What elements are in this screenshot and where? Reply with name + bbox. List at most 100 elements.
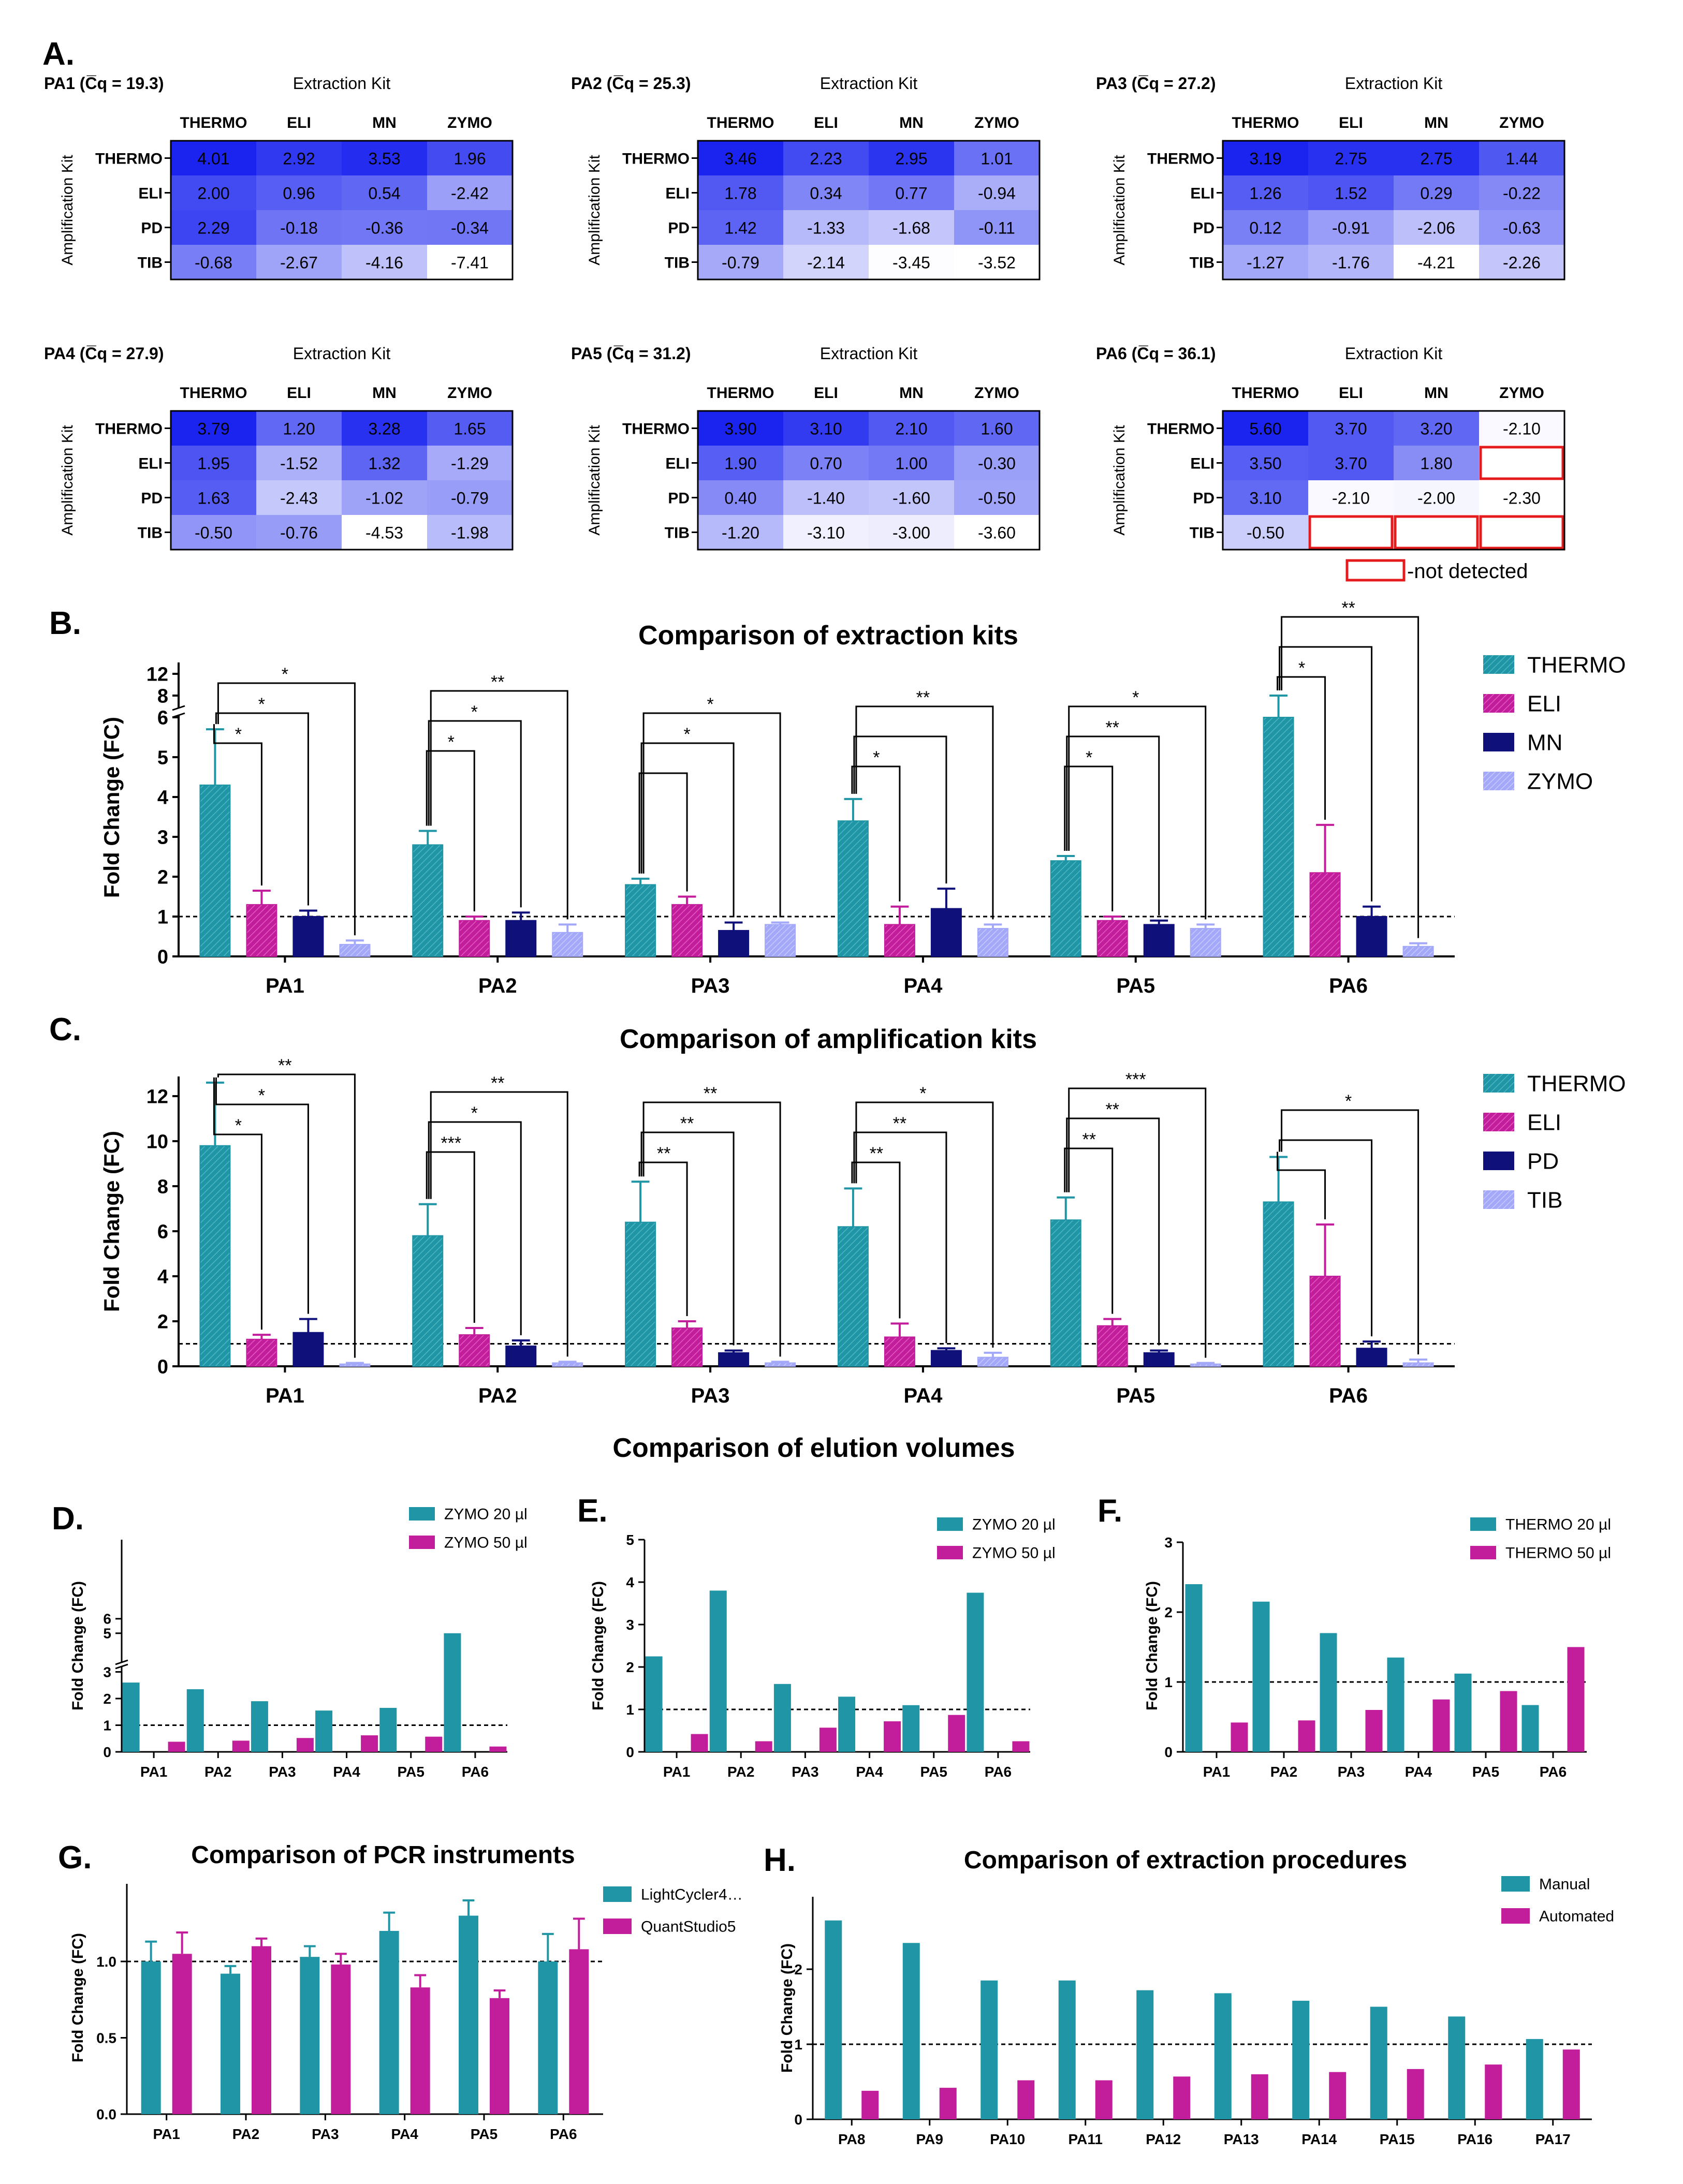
chart-amplification-kits: Comparison of amplification kits Fold Cha… <box>99 1024 1626 1407</box>
bar-mn-pa1 <box>292 916 324 957</box>
bar-thermo-pa4 <box>837 820 869 957</box>
heatmap-frame <box>1222 410 1565 551</box>
x-tick-label-pa4: PA4 <box>903 975 943 997</box>
cell-value: 3.70 <box>1335 420 1367 438</box>
legend-label-thermo: THERMO <box>1527 1071 1626 1096</box>
cell-value: 0.12 <box>1249 219 1281 238</box>
legend-swatch-eli <box>1483 1113 1514 1131</box>
row-label-eli: ELI <box>1190 455 1214 473</box>
bar-automated-pa14 <box>1329 2072 1347 2119</box>
cell-value: -2.30 <box>1503 489 1541 508</box>
cell-value: -2.43 <box>280 489 318 508</box>
cell-value: 2.92 <box>283 150 315 168</box>
bar-zymo-20-l-pa4 <box>838 1696 856 1752</box>
x-tick-label-pa2: PA2 <box>232 2126 259 2142</box>
significance-mark: * <box>707 695 713 714</box>
cell-value: -3.52 <box>978 254 1016 272</box>
legend-swatch-thermo-50-l <box>1470 1546 1496 1559</box>
x-tick-label-pa5: PA5 <box>1472 1764 1499 1780</box>
significance-bracket <box>1277 1152 1326 1219</box>
y-axis-label: Fold Change (FC) <box>69 1933 86 2062</box>
significance-bracket <box>213 724 262 886</box>
legend-swatch-zymo-50-l <box>937 1546 963 1559</box>
legend-swatch-manual <box>1501 1876 1530 1892</box>
y-tick-label: 3 <box>103 1664 111 1680</box>
heatmap-cell <box>427 480 513 515</box>
legend-swatch-zymo <box>1483 772 1514 790</box>
amplification-kit-label: Amplification Kit <box>1111 425 1128 536</box>
bar-tib-pa1 <box>339 1363 371 1367</box>
x-tick-label-pa3: PA3 <box>691 1384 730 1407</box>
x-tick-label-pa5: PA5 <box>471 2126 497 2142</box>
bar-automated-pa13 <box>1251 2074 1268 2119</box>
bar-eli-pa2 <box>459 920 490 957</box>
extraction-kit-label: Extraction Kit <box>820 74 918 93</box>
x-tick-label-pa2: PA2 <box>478 1384 517 1407</box>
heatmap-cell <box>1308 210 1394 245</box>
heatmap-cell <box>869 175 954 210</box>
y-tick-label: 6 <box>157 1221 168 1243</box>
column-label-eli: ELI <box>287 385 311 402</box>
chart-elution-zymo-e: Fold Change (FC) 0 1 2 3 4 5 PA1 PA2 PA3 PA4 PA5 PA6… <box>590 1516 1056 1780</box>
y-tick-label: 1.0 <box>96 1954 116 1970</box>
cell-value: 2.29 <box>197 219 229 238</box>
heatmap-cell <box>954 245 1040 279</box>
row-label-pd: PD <box>1193 220 1214 237</box>
cell-value: -1.02 <box>365 489 403 508</box>
legend-label-thermo-20-l: THERMO 20 µl <box>1505 1516 1611 1533</box>
bar-zymo-50-l-pa1 <box>691 1734 708 1752</box>
significance-mark: ** <box>278 1056 291 1075</box>
panel-label-c: C. <box>49 1012 81 1047</box>
bar-eli-pa1 <box>246 1338 277 1367</box>
legend-swatch-pd <box>1483 1152 1514 1170</box>
cell-value: 1.78 <box>724 184 756 203</box>
significance-mark: ** <box>916 688 930 707</box>
not-detected-cell <box>1479 446 1564 480</box>
x-tick-label-pa5: PA5 <box>1116 1384 1155 1407</box>
significance-mark: * <box>471 702 478 722</box>
extraction-kit-label: Extraction Kit <box>1345 74 1443 93</box>
heatmap-cell <box>342 210 427 245</box>
heatmap-cell <box>698 210 783 245</box>
bar-thermo-20-l-pa5 <box>1454 1673 1472 1752</box>
x-tick-label-pa5: PA5 <box>920 1764 947 1780</box>
heatmap-cell <box>783 210 869 245</box>
significance-mark: * <box>1298 658 1305 678</box>
bar-zymo-20-l-pa5 <box>379 1708 397 1752</box>
y-axis-label: Fold Change (FC) <box>69 1581 86 1710</box>
cell-value: 1.60 <box>980 420 1013 438</box>
bar-thermo-20-l-pa1 <box>1185 1584 1203 1752</box>
legend-label-automated: Automated <box>1539 1908 1614 1925</box>
heatmap-cell <box>783 245 869 279</box>
x-tick-label-pa6: PA6 <box>985 1764 1012 1780</box>
bar-zymo-20-l-pa6 <box>444 1633 461 1752</box>
significance-mark: *** <box>1125 1070 1146 1089</box>
axis-break <box>114 1662 129 1666</box>
bar-quantstudio5-pa2 <box>252 1946 271 2114</box>
heatmap-cell <box>1308 175 1394 210</box>
bar-zymo-20-l-pa1 <box>122 1683 140 1752</box>
bar-thermo-pa6 <box>1263 717 1294 957</box>
legend-swatch-zymo-20-l <box>937 1517 963 1531</box>
bar-automated-pa16 <box>1485 2064 1502 2119</box>
bar-zymo-pa2 <box>552 932 583 957</box>
row-label-pd: PD <box>141 490 163 507</box>
legend-label-zymo-50-l: ZYMO 50 µl <box>444 1534 528 1552</box>
heatmap-cell <box>1394 245 1479 279</box>
x-tick-label-pa14: PA14 <box>1301 2131 1337 2147</box>
axis-break-mark <box>115 1663 128 1670</box>
bar-zymo-20-l-pa3 <box>773 1684 791 1752</box>
significance-bracket <box>642 1101 781 1357</box>
bar-manual-pa13 <box>1214 1993 1232 2119</box>
bar-lightcycler4-pa6 <box>538 1961 558 2114</box>
significance-bracket <box>855 1101 994 1348</box>
heatmap-cell <box>698 515 783 550</box>
cell-value: 0.40 <box>724 489 756 508</box>
column-label-zymo: ZYMO <box>974 114 1019 131</box>
row-label-pd: PD <box>668 220 690 237</box>
x-tick-label-pa1: PA1 <box>663 1764 690 1780</box>
legend-label-pd: PD <box>1527 1148 1559 1174</box>
bar-thermo-50-l-pa4 <box>1432 1699 1450 1752</box>
bar-zymo-50-l-pa5 <box>425 1736 443 1752</box>
heatmap-cell <box>698 245 783 279</box>
